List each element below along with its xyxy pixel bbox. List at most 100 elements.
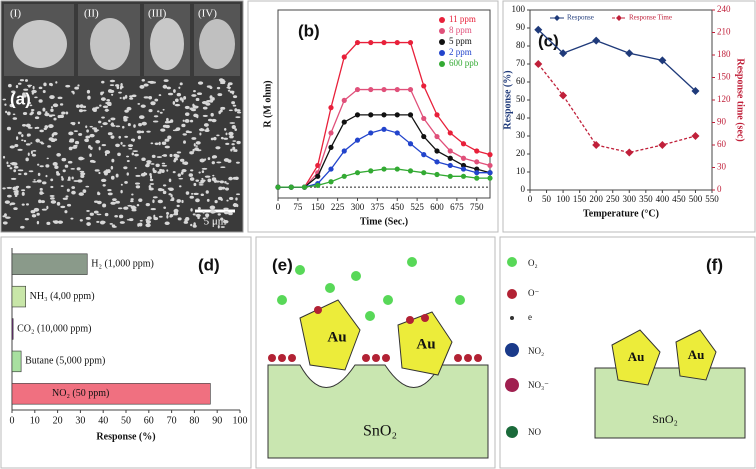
- nanoparticle: [55, 171, 59, 175]
- particle: [150, 18, 184, 70]
- nanoparticle: [50, 200, 57, 204]
- marker: [447, 155, 453, 161]
- marker: [368, 130, 374, 136]
- nanoparticle: [193, 90, 196, 93]
- nanoparticle: [191, 137, 197, 140]
- nanoparticle: [101, 91, 105, 94]
- legend-marker: [439, 61, 445, 67]
- y-axis-label: R (M ohm): [262, 80, 273, 127]
- nanoparticle: [5, 216, 11, 219]
- nanoparticle: [192, 224, 197, 228]
- nanoparticle: [49, 95, 55, 100]
- nanoparticle: [150, 208, 156, 211]
- nanoparticle: [4, 200, 11, 204]
- nanoparticle: [159, 168, 163, 172]
- nanoparticle: [199, 158, 205, 163]
- nanoparticle: [168, 178, 172, 183]
- nanoparticle: [76, 167, 81, 171]
- nanoparticle: [117, 207, 123, 210]
- legend-label: 11 ppm: [449, 14, 476, 24]
- marker: [658, 56, 667, 65]
- nanoparticle: [141, 157, 146, 162]
- nanoparticle: [28, 85, 31, 88]
- nanoparticle: [181, 199, 184, 204]
- nanoparticle: [108, 119, 111, 123]
- nanoparticle: [236, 193, 241, 196]
- nanoparticle: [229, 122, 236, 124]
- nanoparticle: [105, 108, 109, 112]
- nanoparticle: [110, 165, 114, 170]
- nanoparticle: [228, 197, 234, 201]
- nanoparticle: [215, 146, 221, 150]
- x-tick-label: 80: [189, 415, 199, 426]
- marker: [460, 173, 467, 179]
- nanoparticle: [65, 84, 71, 88]
- marker: [460, 166, 467, 172]
- diagram-f: [505, 257, 746, 439]
- nanoparticle: [223, 207, 229, 210]
- nanoparticle: [207, 157, 211, 161]
- nanoparticle: [5, 110, 8, 114]
- nanoparticle: [131, 193, 134, 196]
- bar-label: NO₂ (50 ppm): [52, 388, 109, 399]
- marker: [421, 115, 427, 122]
- marker: [421, 133, 427, 140]
- nanoparticle: [92, 127, 98, 130]
- x-tick-label: 0: [528, 194, 533, 204]
- x-tick-label: 350: [639, 194, 653, 204]
- nanoparticle: [12, 113, 16, 116]
- nanoparticle: [156, 156, 162, 158]
- nanoparticle: [179, 158, 185, 162]
- nanoparticle: [207, 178, 212, 183]
- nanoparticle: [52, 162, 58, 166]
- nanoparticle: [140, 130, 145, 134]
- nanoparticle: [152, 120, 159, 123]
- nanoparticle: [68, 146, 73, 151]
- nanoparticle: [45, 174, 48, 178]
- y2-tick-label: 60: [717, 139, 727, 149]
- nanoparticle: [181, 168, 187, 173]
- marker: [434, 133, 440, 140]
- marker: [691, 87, 700, 95]
- nanoparticle: [211, 155, 216, 159]
- nanoparticle: [182, 133, 187, 136]
- nanoparticle: [182, 119, 185, 122]
- nanoparticle: [192, 148, 195, 152]
- nanoparticle: [183, 220, 189, 224]
- nanoparticle: [118, 91, 122, 94]
- nanoparticle: [53, 117, 57, 121]
- marker: [460, 162, 467, 169]
- nanoparticle: [78, 156, 84, 161]
- au-particle: [299, 299, 361, 371]
- nanoparticle: [166, 169, 169, 172]
- nanoparticle: [79, 219, 83, 222]
- nanoparticle: [141, 78, 145, 82]
- nanoparticle: [22, 111, 28, 116]
- nanoparticle: [11, 162, 16, 166]
- nanoparticle: [192, 213, 196, 216]
- nanoparticle: [110, 201, 116, 205]
- nanoparticle: [14, 194, 18, 197]
- particle: [90, 18, 130, 70]
- nanoparticle: [132, 140, 135, 142]
- nanoparticle: [6, 164, 11, 167]
- nanoparticle: [25, 143, 31, 146]
- nanoparticle: [236, 140, 241, 145]
- nanoparticle: [162, 190, 167, 195]
- nanoparticle: [161, 154, 166, 157]
- nanoparticle: [106, 169, 111, 174]
- nanoparticle: [198, 183, 204, 186]
- marker: [328, 130, 334, 136]
- marker: [559, 91, 568, 100]
- nanoparticle: [235, 161, 240, 164]
- nanoparticle: [74, 86, 80, 90]
- nanoparticle: [71, 146, 78, 149]
- nanoparticle: [167, 135, 172, 140]
- nanoparticle: [23, 172, 28, 176]
- nanoparticle: [173, 157, 178, 161]
- nanoparticle: [206, 100, 211, 103]
- nanoparticle: [115, 200, 120, 204]
- nanoparticle: [214, 200, 218, 204]
- marker: [625, 49, 634, 58]
- nanoparticle: [44, 112, 50, 117]
